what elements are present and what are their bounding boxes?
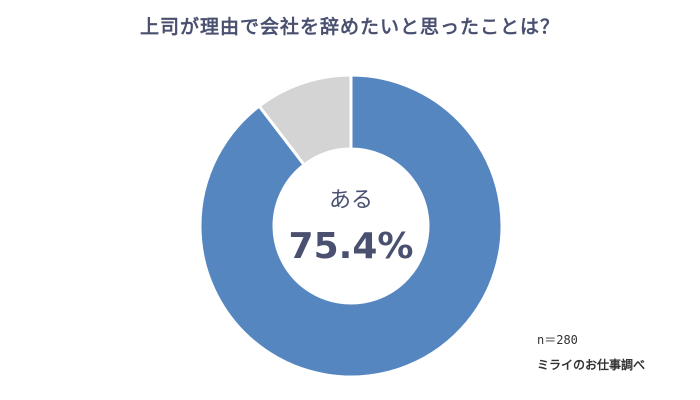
sample-size: n＝280 — [537, 333, 578, 347]
donut-slice-2 — [257, 73, 353, 167]
donut-slice-1 — [198, 73, 504, 379]
center-caption: ある — [328, 188, 373, 213]
center-value: 75.4% — [288, 226, 414, 267]
chart-title: 上司が理由で会社を辞めたいと思ったことは？ — [139, 16, 560, 38]
donut-slices — [198, 73, 504, 379]
source-credit: ミライのお仕事調べ — [537, 358, 646, 372]
